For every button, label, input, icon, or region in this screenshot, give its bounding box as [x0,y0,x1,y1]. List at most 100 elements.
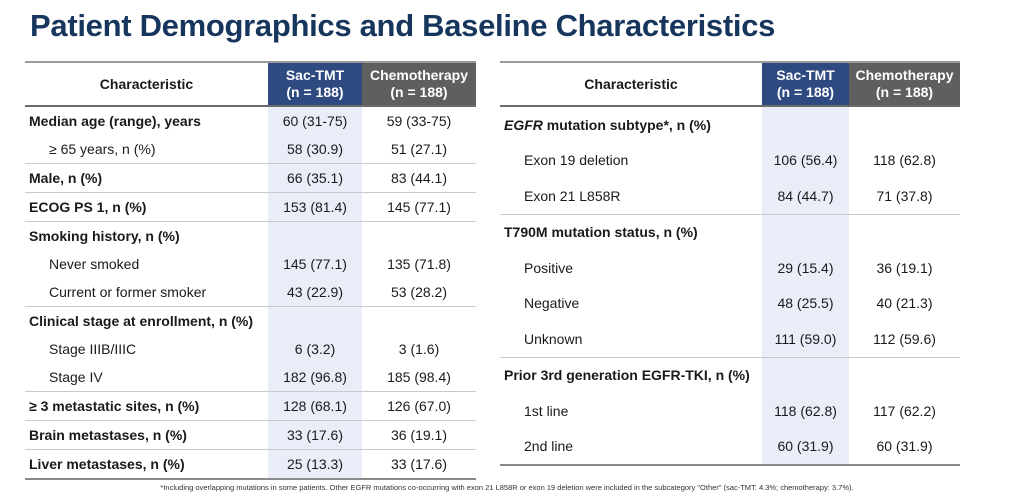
chemotherapy-value: 145 (77.1) [362,192,476,222]
sac-tmt-value: 33 (17.6) [268,420,362,450]
row-label: Positive [524,259,574,276]
chemotherapy-value: 53 (28.2) [390,284,448,300]
row-label: Stage IIIB/IIIC [49,341,137,357]
row-label: Median age (range), years [29,113,201,129]
chemotherapy-value: 3 (1.6) [398,341,440,357]
chemotherapy-value: 118 (62.8) [873,152,936,169]
chemotherapy-value: 126 (67.0) [362,391,476,421]
row-label: Stage IV [49,369,103,385]
row-label: Male, n (%) [25,163,268,193]
sac-tmt-value: 58 (30.9) [268,135,362,164]
row-label-rest: mutation subtype*, n (%) [542,116,711,133]
table-row: Liver metastases, n (%) 25 (13.3) 33 (17… [25,449,476,480]
chemotherapy-value: 33 (17.6) [362,449,476,480]
chemotherapy-value [849,356,960,393]
sac-tmt-value: 84 (44.7) [762,178,849,214]
sac-tmt-header: Sac-TMT (n = 188) [762,61,849,107]
chemotherapy-value: 36 (19.1) [876,259,933,276]
chemotherapy-value: 40 (21.3) [876,295,933,312]
chemotherapy-header-n: (n = 188) [390,84,448,100]
sac-tmt-value: 182 (96.8) [268,363,362,392]
table-row: Male, n (%) 66 (35.1) 83 (44.1) [25,163,476,193]
row-label: EGFR mutation subtype*, n (%) [500,106,762,143]
table-row: EGFR mutation subtype*, n (%) [500,106,960,143]
table-row: Smoking history, n (%) [25,221,476,250]
characteristic-header: Characteristic [500,61,762,107]
sac-tmt-value: 6 (3.2) [268,335,362,363]
sac-tmt-header-n: (n = 188) [286,84,344,100]
left-characteristics-table: Characteristic Sac-TMT (n = 188) Chemoth… [25,61,476,480]
chemotherapy-value: 112 (59.6) [873,330,936,347]
sac-tmt-value [762,106,849,143]
table-row: Unknown 111 (59.0) 112 (59.6) [500,321,960,357]
row-label: Exon 21 L858R [524,187,621,204]
right-table-header-row: Characteristic Sac-TMT (n = 188) Chemoth… [500,61,960,107]
sac-tmt-value: 106 (56.4) [762,142,849,178]
row-label: Unknown [524,330,583,347]
table-row: ≥ 3 metastatic sites, n (%) 128 (68.1) 1… [25,391,476,421]
left-table-header-row: Characteristic Sac-TMT (n = 188) Chemoth… [25,61,476,107]
row-label: Smoking history, n (%) [25,221,268,250]
sac-tmt-value: 29 (15.4) [762,250,849,286]
sac-tmt-value: 153 (81.4) [268,192,362,222]
chemotherapy-value: 59 (33-75) [386,113,452,129]
chemotherapy-value [362,306,476,335]
sac-tmt-header: Sac-TMT (n = 188) [268,61,362,107]
sac-tmt-value [762,213,849,250]
chemotherapy-value: 185 (98.4) [387,369,451,385]
table-row: 2nd line 60 (31.9) 60 (31.9) [500,428,960,466]
chemotherapy-value: 117 (62.2) [873,402,936,419]
chemotherapy-value [362,221,476,250]
sac-tmt-value: 111 (59.0) [762,321,849,357]
table-row: Stage IV 182 (96.8) 185 (98.4) [25,363,476,392]
sac-tmt-header-n: (n = 188) [776,84,835,100]
sac-tmt-value: 60 (31.9) [762,428,849,466]
chemotherapy-value: 60 (31.9) [849,428,960,466]
table-row: Exon 21 L858R 84 (44.7) 71 (37.8) [500,178,960,214]
chemotherapy-value [849,213,960,250]
sac-tmt-value [762,356,849,393]
row-label: Clinical stage at enrollment, n (%) [25,306,268,335]
sac-tmt-value: 48 (25.5) [762,285,849,321]
row-label: Brain metastases, n (%) [25,420,268,450]
row-label: Current or former smoker [49,284,207,300]
sac-tmt-value: 118 (62.8) [762,393,849,429]
sac-tmt-value: 145 (77.1) [268,250,362,278]
chemotherapy-header-name: Chemotherapy [369,67,469,83]
table-row: Positive 29 (15.4) 36 (19.1) [500,250,960,286]
chemotherapy-header: Chemotherapy (n = 188) [849,61,960,107]
table-row: Never smoked 145 (77.1) 135 (71.8) [25,250,476,278]
sac-tmt-header-name: Sac-TMT [285,67,345,83]
table-row: Median age (range), years 60 (31-75) 59 … [25,106,476,135]
sac-tmt-value: 43 (22.9) [268,278,362,307]
sac-tmt-value: 128 (68.1) [268,391,362,421]
table-row: Exon 19 deletion 106 (56.4) 118 (62.8) [500,142,960,178]
row-label: ≥ 3 metastatic sites, n (%) [25,391,268,421]
row-label: Never smoked [49,256,140,272]
sac-tmt-value: 25 (13.3) [268,449,362,480]
table-row: ECOG PS 1, n (%) 153 (81.4) 145 (77.1) [25,192,476,222]
row-label: 1st line [524,402,569,419]
row-label: ≥ 65 years, n (%) [49,141,156,157]
chemotherapy-header: Chemotherapy (n = 188) [362,61,476,107]
chemotherapy-value: 51 (27.1) [390,141,448,157]
table-row: Negative 48 (25.5) 40 (21.3) [500,285,960,321]
sac-tmt-value [268,306,362,335]
table-row: T790M mutation status, n (%) [500,213,960,250]
table-row: Prior 3rd generation EGFR-TKI, n (%) [500,356,960,393]
row-label: Exon 19 deletion [524,152,629,169]
chemotherapy-header-name: Chemotherapy [855,67,954,83]
row-label: ECOG PS 1, n (%) [25,192,268,222]
chemotherapy-value: 71 (37.8) [876,187,933,204]
table-row: 1st line 118 (62.8) 117 (62.2) [500,393,960,429]
chemotherapy-value [849,106,960,143]
sac-tmt-value [268,221,362,250]
sac-tmt-header-name: Sac-TMT [776,67,835,83]
row-label: T790M mutation status, n (%) [500,213,762,250]
right-characteristics-table: Characteristic Sac-TMT (n = 188) Chemoth… [500,61,960,466]
row-label: Negative [524,295,580,312]
row-label: Prior 3rd generation EGFR-TKI, n (%) [500,356,762,393]
chemotherapy-value: 83 (44.1) [362,163,476,193]
sac-tmt-value: 66 (35.1) [268,163,362,193]
table-row: Brain metastases, n (%) 33 (17.6) 36 (19… [25,420,476,450]
